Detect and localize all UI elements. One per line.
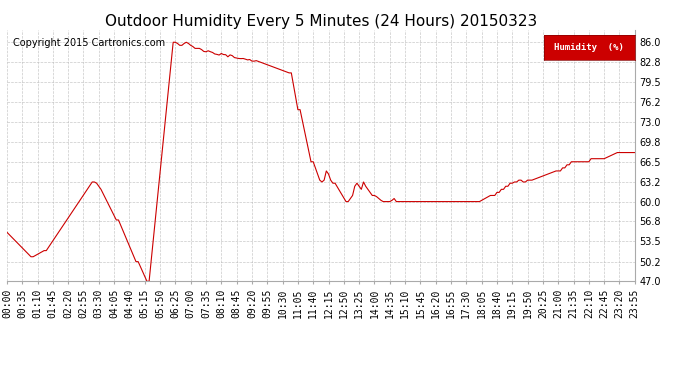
Text: Copyright 2015 Cartronics.com: Copyright 2015 Cartronics.com [13,38,166,48]
Title: Outdoor Humidity Every 5 Minutes (24 Hours) 20150323: Outdoor Humidity Every 5 Minutes (24 Hou… [105,14,537,29]
